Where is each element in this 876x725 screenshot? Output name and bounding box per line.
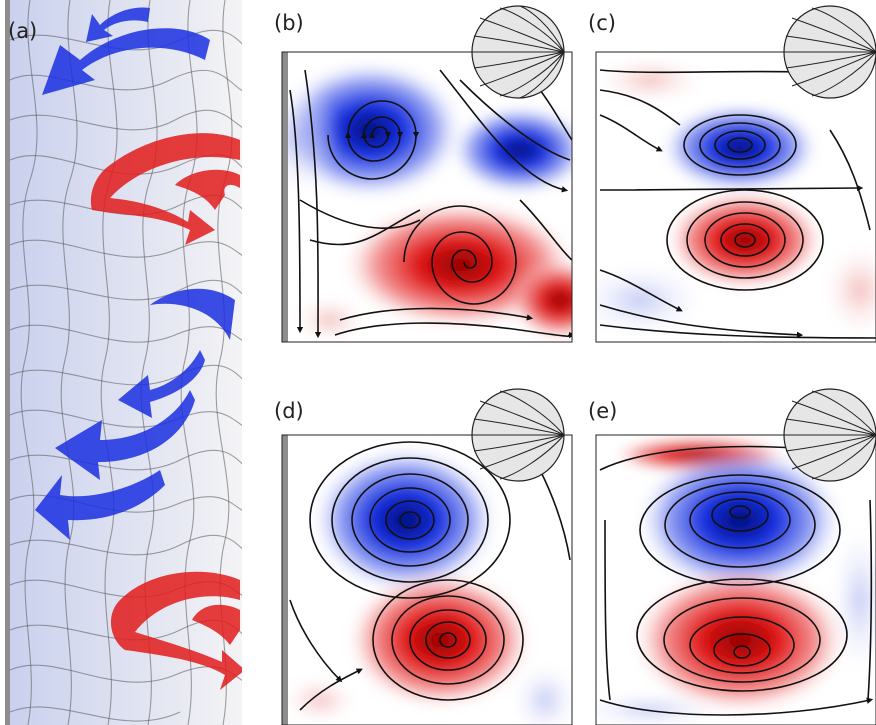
panel-e <box>595 388 876 725</box>
inset-sphere-icon <box>783 5 876 99</box>
inset-sphere-icon <box>783 388 876 482</box>
red-vortex-arrows <box>90 133 242 690</box>
panel-label-c: (c) <box>588 11 616 35</box>
wall-strip <box>282 52 288 342</box>
panel-c <box>595 5 876 343</box>
wall-strip <box>282 435 288 725</box>
blue-vortex-arrows <box>35 7 235 540</box>
panel-label-d: (d) <box>274 399 304 423</box>
streamlines-d <box>289 441 571 711</box>
wall-strip <box>5 0 10 725</box>
panel-d <box>281 388 573 725</box>
panel-label-b: (b) <box>274 11 304 35</box>
panel-b <box>281 5 573 343</box>
streamlines-c <box>599 68 876 339</box>
panel-label-e: (e) <box>588 399 617 423</box>
streamlines-b <box>289 69 572 339</box>
streamlines-e <box>599 445 874 716</box>
inset-sphere-icon <box>471 5 565 99</box>
panel-a <box>5 0 242 725</box>
inset-sphere-icon <box>471 388 565 482</box>
panel-label-a: (a) <box>8 19 37 43</box>
